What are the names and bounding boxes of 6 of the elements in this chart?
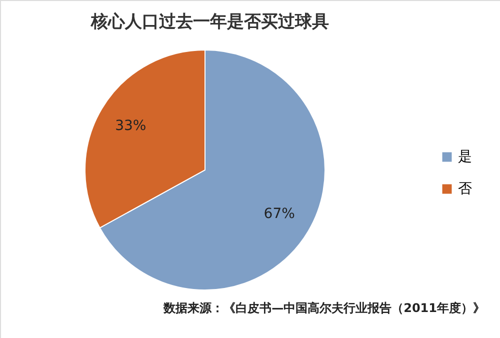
data-label: 33% — [115, 118, 146, 134]
data-label: 67% — [264, 206, 295, 222]
chart-title: 核心人口过去一年是否买过球具 — [90, 12, 329, 32]
source-note: 数据来源：《白皮书—中国高尔夫行业报告（2011年度）》 — [162, 301, 485, 315]
legend-label: 是 — [458, 149, 472, 165]
legend-label: 否 — [458, 181, 472, 197]
